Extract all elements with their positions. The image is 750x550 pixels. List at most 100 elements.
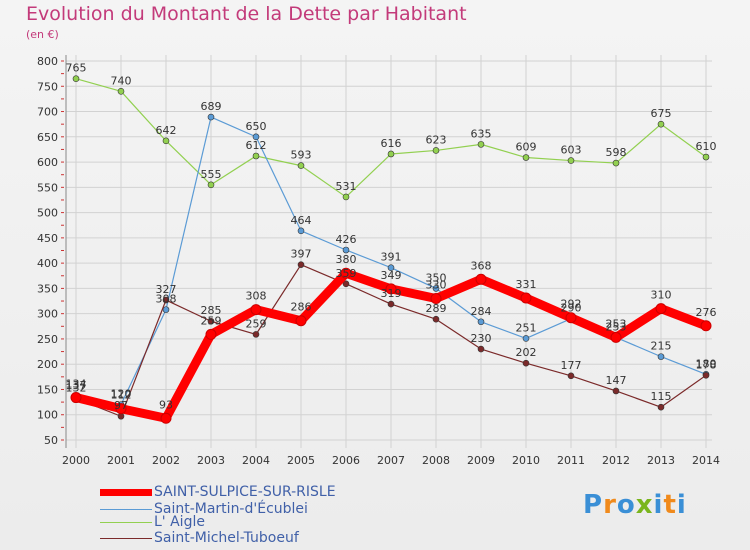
data-point bbox=[252, 152, 260, 160]
data-point bbox=[477, 345, 485, 353]
data-point bbox=[117, 88, 125, 95]
data-point bbox=[520, 292, 532, 304]
data-point bbox=[387, 300, 395, 308]
y-tick-label: 700 bbox=[37, 106, 58, 119]
logo-letter: r bbox=[603, 490, 617, 520]
data-point bbox=[342, 280, 350, 288]
data-point bbox=[522, 359, 530, 367]
data-point bbox=[385, 283, 397, 295]
y-tick-label: 650 bbox=[37, 131, 58, 144]
data-label: 635 bbox=[471, 127, 492, 140]
grid bbox=[66, 55, 712, 448]
x-tick-label: 2011 bbox=[557, 454, 585, 467]
data-point bbox=[657, 353, 665, 360]
y-tick-label: 550 bbox=[37, 181, 58, 194]
y-tick-label: 500 bbox=[37, 207, 58, 220]
data-label: 308 bbox=[156, 293, 177, 306]
data-label: 593 bbox=[291, 149, 312, 162]
data-point bbox=[430, 293, 442, 305]
y-tick-label: 400 bbox=[37, 257, 58, 270]
legend-swatch bbox=[100, 509, 152, 510]
data-label: 319 bbox=[381, 287, 402, 300]
legend-label: Saint-Martin-d'Écublei bbox=[154, 501, 308, 517]
legend-item-saint-martin: Saint-Martin-d'Écublei bbox=[100, 501, 400, 517]
data-label: 177 bbox=[561, 359, 582, 372]
data-point bbox=[702, 153, 710, 161]
data-point bbox=[162, 296, 170, 304]
x-tick-label: 2012 bbox=[602, 454, 630, 467]
data-point bbox=[610, 331, 622, 343]
data-label: 623 bbox=[426, 133, 447, 146]
data-point bbox=[297, 261, 305, 268]
data-label: 650 bbox=[246, 120, 267, 133]
data-label: 180 bbox=[696, 357, 717, 370]
data-label: 292 bbox=[561, 298, 582, 311]
data-point bbox=[160, 412, 172, 424]
x-tick-label: 2010 bbox=[512, 454, 540, 467]
data-label: 359 bbox=[336, 267, 357, 280]
x-tick-label: 2007 bbox=[377, 454, 405, 467]
data-label: 609 bbox=[516, 141, 537, 154]
data-point bbox=[252, 133, 260, 141]
y-tick-label: 250 bbox=[37, 333, 58, 346]
data-label: 642 bbox=[156, 124, 177, 137]
data-label: 285 bbox=[201, 304, 222, 317]
data-label: 765 bbox=[66, 62, 87, 75]
data-point bbox=[522, 154, 530, 161]
data-point bbox=[205, 328, 217, 340]
legend-item-saint-sulpice: SAINT-SULPICE-SUR-RISLE bbox=[100, 484, 400, 500]
y-tick-label: 100 bbox=[37, 409, 58, 422]
data-label: 689 bbox=[201, 100, 222, 113]
legend-swatch bbox=[100, 489, 152, 496]
legend-item-l-aigle: L' Aigle bbox=[100, 514, 400, 530]
data-point bbox=[567, 157, 575, 164]
data-label: 259 bbox=[201, 314, 222, 327]
data-point bbox=[477, 318, 485, 326]
data-label: 147 bbox=[606, 374, 627, 387]
x-tick-label: 2005 bbox=[287, 454, 315, 467]
data-point bbox=[207, 317, 215, 325]
legend-swatch bbox=[100, 522, 152, 523]
data-point bbox=[477, 141, 485, 148]
logo-letter: P bbox=[583, 490, 604, 520]
x-tick-label: 2006 bbox=[332, 454, 360, 467]
data-point bbox=[252, 331, 260, 338]
legend-label: L' Aigle bbox=[154, 514, 205, 530]
y-tick-label: 800 bbox=[37, 55, 58, 68]
data-point bbox=[207, 181, 215, 189]
data-point bbox=[702, 372, 710, 379]
y-tick-label: 750 bbox=[37, 80, 58, 93]
logo-letter: o bbox=[616, 490, 636, 520]
data-label: 616 bbox=[381, 137, 402, 150]
data-point bbox=[612, 387, 620, 395]
y-tick-label: 450 bbox=[37, 232, 58, 245]
data-label: 740 bbox=[111, 74, 132, 87]
data-point bbox=[162, 137, 170, 145]
data-point bbox=[522, 335, 530, 342]
data-point bbox=[432, 315, 440, 323]
x-tick-label: 2009 bbox=[467, 454, 495, 467]
data-point bbox=[162, 306, 170, 313]
x-tick-label: 2001 bbox=[107, 454, 135, 467]
data-label: 380 bbox=[336, 253, 357, 266]
data-point bbox=[432, 147, 440, 154]
data-label: 178 bbox=[696, 358, 717, 371]
data-label: 215 bbox=[651, 340, 672, 353]
data-label: 350 bbox=[426, 271, 447, 284]
x-tick-label: 2000 bbox=[62, 454, 90, 467]
data-label: 259 bbox=[246, 317, 267, 330]
data-labels: 134 112 93 259 308 286 380 349 330 368 331 292 253 31… bbox=[66, 62, 717, 413]
data-point bbox=[657, 403, 665, 411]
chart-subtitle: (en €) bbox=[26, 28, 59, 41]
data-point bbox=[250, 304, 262, 316]
data-label: 276 bbox=[696, 306, 717, 319]
x-tick-label: 2003 bbox=[197, 454, 225, 467]
data-label: 289 bbox=[426, 302, 447, 315]
data-label: 202 bbox=[516, 346, 537, 359]
data-label: 349 bbox=[381, 269, 402, 282]
data-point bbox=[297, 227, 305, 235]
y-tick-label: 600 bbox=[37, 156, 58, 169]
data-label: 120 bbox=[111, 388, 132, 401]
x-tick-label: 2004 bbox=[242, 454, 270, 467]
data-label: 598 bbox=[606, 146, 627, 159]
